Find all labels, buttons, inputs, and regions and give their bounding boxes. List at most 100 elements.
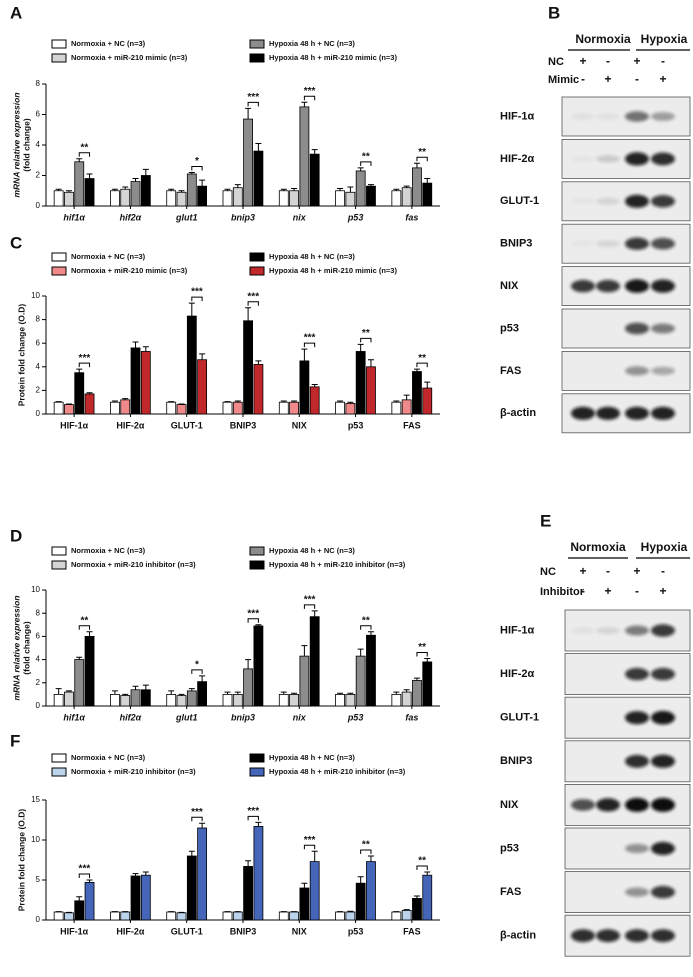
bar <box>130 689 141 707</box>
protein-label: p53 <box>500 842 519 854</box>
condition-sign: + <box>579 564 586 578</box>
error-bar <box>178 190 185 193</box>
error-bar <box>86 392 93 394</box>
error-bar <box>76 158 83 162</box>
bar <box>422 874 433 921</box>
protein-label: β-actin <box>500 930 536 942</box>
blot-band <box>625 194 649 208</box>
error-bar <box>76 656 83 660</box>
bar <box>84 178 95 207</box>
bar <box>120 911 131 921</box>
bar <box>355 655 366 707</box>
error-bar <box>280 400 287 403</box>
blot-band <box>596 627 620 634</box>
error-bar <box>224 691 231 695</box>
legend-label: Normoxia + NC (n=3) <box>71 753 146 762</box>
error-bar <box>245 307 252 321</box>
protein-label: NIX <box>500 799 519 811</box>
error-bar <box>168 690 175 695</box>
legend-swatch <box>249 266 265 276</box>
legend-label: Normoxia + NC (n=3) <box>71 546 146 555</box>
group-label: Hypoxia <box>641 32 688 46</box>
significance-label: ** <box>418 856 426 867</box>
legend-label: Normoxia + miR-210 mimic (n=3) <box>71 266 188 275</box>
error-bar <box>424 381 431 389</box>
bar <box>176 912 187 921</box>
legend-label: Hypoxia 48 h + miR-210 inhibitor (n=3) <box>269 560 406 569</box>
bar <box>309 616 320 707</box>
bar <box>197 827 208 921</box>
bar <box>222 911 233 921</box>
error-bar <box>65 190 72 193</box>
error-bar <box>255 624 262 626</box>
blot-band <box>651 406 675 420</box>
condition-sign: + <box>633 54 640 68</box>
blot-band <box>651 667 675 681</box>
bar <box>222 401 233 415</box>
error-bar <box>291 187 298 191</box>
legend-label: Normoxia + miR-210 inhibitor (n=3) <box>71 767 196 776</box>
error-bar <box>111 400 118 403</box>
error-bar <box>234 184 241 188</box>
bar <box>335 190 345 207</box>
condition-sign: + <box>604 72 611 86</box>
y-tick-label: 0 <box>36 409 41 418</box>
significance-bracket <box>416 865 428 870</box>
error-bar <box>76 896 83 901</box>
y-tick-label: 0 <box>36 201 41 210</box>
legend-label: Hypoxia 48 h + NC (n=3) <box>269 39 355 48</box>
error-bar <box>280 691 287 695</box>
bar <box>422 387 433 415</box>
bar <box>422 661 433 707</box>
x-tick-label: bnip3 <box>231 712 255 722</box>
error-bar <box>413 895 420 899</box>
error-bar <box>393 400 400 403</box>
error-bar <box>86 879 93 883</box>
bar <box>64 404 74 415</box>
significance-bracket <box>303 342 316 348</box>
bar <box>335 694 345 707</box>
legend-swatch <box>249 767 265 777</box>
error-bar <box>301 348 308 361</box>
blot-band <box>596 240 620 248</box>
significance-label: *** <box>247 806 259 817</box>
error-bar <box>301 882 308 888</box>
error-bar <box>199 822 206 828</box>
bar <box>401 910 412 921</box>
y-tick-label: 0 <box>36 701 41 710</box>
x-tick-label: NIX <box>292 926 307 936</box>
error-bar <box>301 101 308 107</box>
blot-band <box>571 406 595 420</box>
panel-label: A <box>10 3 22 22</box>
bar <box>197 681 208 707</box>
legend-label: Hypoxia 48 h + miR-210 mimic (n=3) <box>269 53 397 62</box>
x-tick-label: FAS <box>403 420 421 430</box>
blot-band <box>571 279 595 293</box>
panel-label: C <box>10 233 22 252</box>
error-bar <box>367 855 374 862</box>
blot-band <box>625 279 649 293</box>
significance-bracket <box>360 625 372 630</box>
significance-bracket <box>360 161 372 166</box>
y-tick-label: 10 <box>31 835 40 844</box>
panel-label: E <box>540 511 551 530</box>
legend-swatch <box>51 560 67 570</box>
error-bar <box>245 659 252 669</box>
y-tick-label: 4 <box>36 140 41 149</box>
significance-label: *** <box>79 353 91 364</box>
blot-band <box>571 198 595 204</box>
bar <box>401 691 412 707</box>
error-bar <box>178 403 185 405</box>
bar <box>412 898 422 921</box>
legend-swatch <box>51 767 67 777</box>
error-bar <box>347 401 354 404</box>
legend-label: Hypoxia 48 h + miR-210 inhibitor (n=3) <box>269 767 406 776</box>
bar <box>53 694 64 707</box>
bar <box>412 371 422 415</box>
error-bar <box>291 692 298 695</box>
panel-label: B <box>548 3 560 22</box>
error-bar <box>178 693 185 696</box>
blot-band <box>651 323 675 334</box>
protein-label: p53 <box>500 322 519 334</box>
error-bar <box>142 684 149 690</box>
